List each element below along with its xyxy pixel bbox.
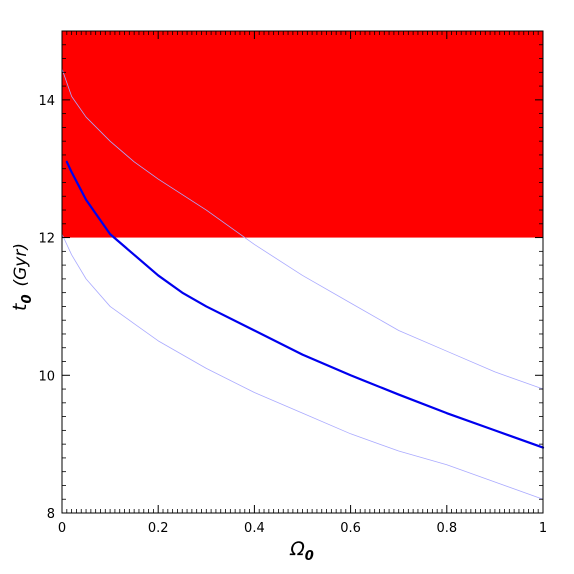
- series-line-1: [65, 160, 545, 449]
- y-tick-label: 12: [38, 232, 55, 247]
- y-axis-label-unit: (Gyr): [11, 243, 31, 287]
- x-tick-label: 0.2: [148, 521, 169, 536]
- y-axis-label: t0 (Gyr): [9, 243, 35, 311]
- x-tick-label: 0.4: [244, 521, 265, 536]
- y-axis-label-symbol: t: [9, 302, 31, 311]
- series-line-0: [61, 68, 544, 390]
- plot-area: [61, 31, 545, 500]
- x-tick-label: 0.6: [340, 521, 361, 536]
- shaded-region: [62, 31, 543, 238]
- x-axis-label-symbol: Ω: [289, 538, 305, 560]
- x-tick-label: 1: [539, 521, 547, 536]
- y-tick-label: 14: [38, 94, 55, 109]
- y-axis-label-subscript: 0: [20, 295, 35, 304]
- x-tick-label: 0: [58, 521, 66, 536]
- plot-frame: [61, 30, 544, 514]
- x-tick-label: 0.8: [436, 521, 457, 536]
- y-tick-label: 8: [47, 507, 55, 522]
- x-axis-label-subscript: 0: [305, 549, 314, 564]
- y-tick-label: 10: [38, 369, 55, 384]
- x-axis-label: Ω0: [289, 538, 314, 564]
- axis-ticks: 0 0.2 0.4 0.6 0.8 1 8 10 12 14: [38, 31, 547, 536]
- series-line-2: [61, 233, 544, 500]
